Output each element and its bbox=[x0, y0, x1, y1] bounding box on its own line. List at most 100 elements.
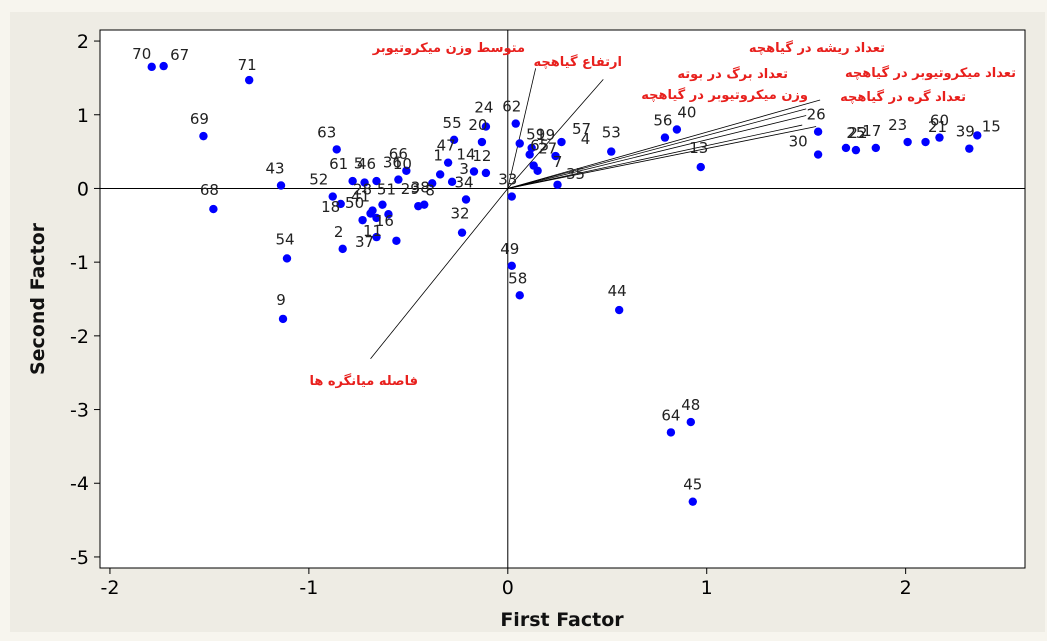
vector-label: تعداد گره در گیاهچه bbox=[840, 89, 966, 105]
data-point bbox=[527, 143, 536, 153]
data-point-label: 5 bbox=[354, 155, 364, 173]
y-tick-label: 0 bbox=[77, 178, 89, 200]
data-point bbox=[481, 122, 491, 131]
data-point-label: 22 bbox=[848, 124, 867, 142]
data-point bbox=[551, 151, 560, 161]
x-tick-label: -1 bbox=[299, 577, 318, 599]
variable-vector-line bbox=[507, 124, 803, 189]
data-point bbox=[394, 175, 403, 184]
data-point bbox=[672, 125, 682, 134]
vector-label: تعداد برگ در بوته bbox=[677, 65, 788, 82]
data-point bbox=[973, 131, 982, 140]
x-tick-label: 0 bbox=[502, 577, 514, 599]
data-point bbox=[935, 133, 944, 142]
data-point bbox=[428, 179, 437, 188]
data-point-label: 63 bbox=[317, 123, 336, 141]
data-point-label: 66 bbox=[389, 145, 408, 163]
data-point-label: 69 bbox=[190, 110, 209, 128]
y-tick-label: -1 bbox=[70, 252, 89, 274]
data-point-label: 18 bbox=[321, 198, 340, 216]
data-point bbox=[813, 127, 823, 136]
data-point-label: 38 bbox=[411, 179, 430, 197]
data-point-label: 62 bbox=[502, 98, 521, 116]
y-axis-title: Second Factor bbox=[27, 222, 49, 375]
data-point-label: 61 bbox=[329, 155, 348, 173]
data-point-label: 58 bbox=[508, 269, 527, 287]
data-point-label: 60 bbox=[930, 112, 949, 130]
data-point bbox=[686, 417, 696, 427]
x-tick-label: 1 bbox=[701, 577, 713, 599]
data-point-label: 59 bbox=[526, 125, 545, 143]
data-point bbox=[336, 199, 345, 209]
data-point bbox=[366, 209, 375, 218]
variable-vector-line bbox=[507, 79, 604, 189]
data-point bbox=[372, 176, 381, 186]
x-tick-label: 2 bbox=[900, 577, 912, 599]
data-point-label: 49 bbox=[500, 240, 519, 258]
reference-lines bbox=[100, 30, 1025, 568]
data-point bbox=[851, 145, 861, 155]
data-point-label: 8 bbox=[425, 181, 435, 199]
data-point-label: 20 bbox=[468, 116, 487, 134]
data-point bbox=[358, 215, 367, 225]
y-tick-label: -5 bbox=[70, 547, 89, 569]
data-point-label: 26 bbox=[807, 106, 826, 124]
data-point bbox=[660, 133, 670, 142]
data-point bbox=[813, 150, 823, 159]
data-point-label: 57 bbox=[572, 120, 591, 138]
data-point-label: 23 bbox=[888, 116, 907, 134]
data-point bbox=[443, 158, 453, 167]
y-tick-label: 2 bbox=[77, 31, 89, 53]
vector-labels: متوسط وزن میکروتیوبر ارتفاع گیاهچه تعداد ر… bbox=[309, 40, 1016, 389]
data-point-label: 68 bbox=[200, 181, 219, 199]
data-point-label: 46 bbox=[357, 155, 376, 173]
data-point bbox=[328, 192, 337, 201]
data-point-label: 10 bbox=[393, 155, 412, 173]
data-point bbox=[278, 314, 288, 324]
data-point bbox=[614, 305, 624, 315]
data-point-label: 28 bbox=[353, 181, 372, 199]
data-point-label: 13 bbox=[689, 139, 708, 157]
data-point-label: 24 bbox=[474, 99, 493, 117]
data-point-label: 67 bbox=[170, 46, 189, 64]
data-point-label: 30 bbox=[789, 133, 808, 151]
data-point-label: 25 bbox=[846, 124, 865, 142]
data-point-label: 14 bbox=[456, 146, 475, 164]
data-point-label: 9 bbox=[276, 291, 286, 309]
data-point-label: 65 bbox=[530, 137, 549, 155]
data-point-label: 12 bbox=[472, 147, 491, 165]
data-point bbox=[553, 180, 562, 189]
data-point-label: 55 bbox=[443, 114, 462, 132]
data-point-label: 64 bbox=[661, 406, 680, 424]
data-point-label: 16 bbox=[375, 212, 394, 230]
data-point bbox=[282, 254, 292, 263]
data-point bbox=[477, 137, 487, 147]
data-point-label: 51 bbox=[377, 181, 396, 199]
vector-label: فاصله میانگره ها bbox=[309, 373, 418, 389]
data-point bbox=[871, 143, 881, 153]
data-point-label: 56 bbox=[653, 112, 672, 130]
data-point-label: 34 bbox=[454, 174, 473, 192]
data-point bbox=[688, 497, 697, 506]
data-point bbox=[515, 291, 524, 300]
data-point bbox=[449, 135, 459, 145]
data-point bbox=[666, 428, 676, 437]
data-point bbox=[199, 131, 208, 141]
data-point-label: 2 bbox=[334, 223, 344, 241]
data-point bbox=[515, 139, 524, 148]
data-point bbox=[378, 200, 387, 209]
vector-label: تعداد ریشه در گیاهچه bbox=[749, 40, 885, 56]
data-point bbox=[457, 228, 467, 237]
data-point-label: 71 bbox=[238, 56, 257, 74]
data-point-label: 32 bbox=[450, 205, 469, 223]
vector-label: وزن میکروتیوبر در گیاهچه bbox=[641, 87, 808, 103]
data-point bbox=[903, 137, 912, 147]
plot-area bbox=[99, 29, 1026, 569]
variable-vector-line bbox=[507, 126, 817, 189]
data-point-label: 70 bbox=[132, 45, 151, 63]
data-point-label: 35 bbox=[566, 165, 585, 183]
